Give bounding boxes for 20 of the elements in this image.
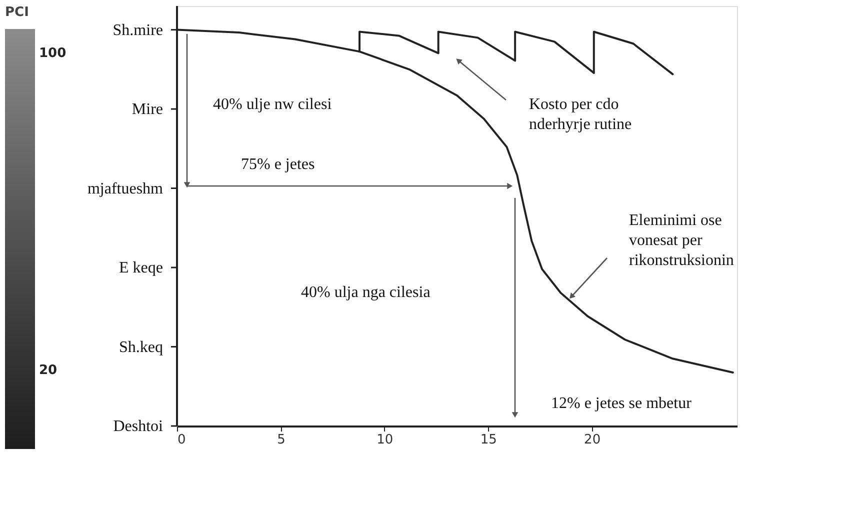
x-tick-label: 20 — [584, 432, 601, 448]
annotation: 75% e jetes — [241, 156, 315, 173]
x-tick-label: 5 — [277, 432, 286, 448]
text: mjaftueshm — [87, 180, 164, 198]
color-bar-label: 20 — [39, 362, 58, 378]
annotation: 40% ulja nga cilesia — [301, 284, 430, 301]
x-tick-label: 10 — [376, 432, 394, 448]
text: Sh.mire — [112, 22, 163, 39]
annotation: 12% e jetes se mbetur — [551, 395, 692, 412]
x-tick-label: 0 — [178, 432, 186, 448]
text: E keqe — [119, 260, 163, 277]
x-tick-label: 15 — [480, 432, 497, 448]
color-bar-title: PCI — [5, 5, 29, 20]
annotation: Eleminimi ose vonesat per rikonstruksionin — [629, 212, 734, 269]
annotation: 40% ulje nw cilesi — [213, 96, 332, 113]
annotation: Kosto per cdo nderhyrje rutine — [529, 96, 632, 133]
text: Deshtoi — [113, 418, 164, 435]
color-bar-label: 100 — [39, 46, 66, 61]
text: Sh.keq — [119, 338, 163, 356]
text: Mire — [132, 101, 163, 118]
